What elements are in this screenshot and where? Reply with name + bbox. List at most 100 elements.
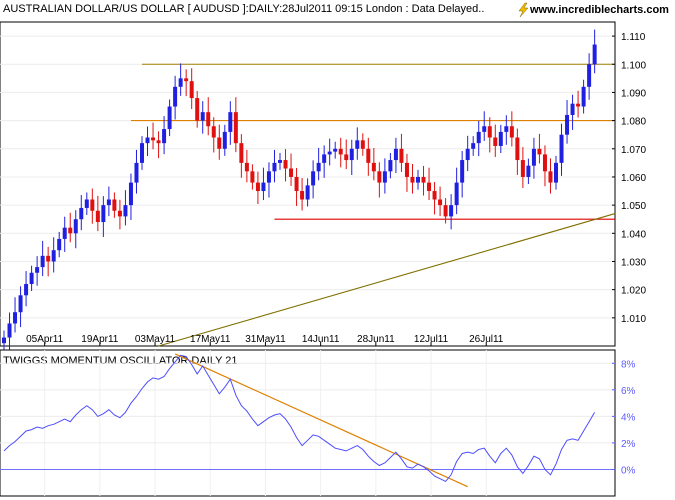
oscillator-tick-label: 2% bbox=[621, 439, 636, 450]
oscillator-tick-label: 8% bbox=[621, 359, 636, 370]
candle bbox=[123, 190, 128, 226]
candle-body bbox=[322, 154, 327, 163]
candle bbox=[101, 196, 106, 237]
candle bbox=[509, 111, 514, 147]
candle bbox=[239, 134, 244, 178]
candle-body bbox=[117, 210, 122, 217]
candle bbox=[559, 123, 564, 176]
candle-body bbox=[482, 126, 487, 132]
candle-body bbox=[338, 148, 343, 155]
candle bbox=[344, 139, 349, 170]
candle-body bbox=[311, 171, 316, 186]
date-axis: 05Apr11 19Apr11 03May11 17May11 31May11 14Jun… bbox=[26, 334, 504, 346]
candle bbox=[476, 120, 481, 157]
candle-body bbox=[266, 171, 271, 183]
candle-body bbox=[460, 160, 465, 183]
candle-body bbox=[382, 171, 387, 183]
rising-trendline bbox=[158, 213, 616, 347]
candle-body bbox=[151, 137, 156, 141]
candle bbox=[95, 195, 100, 232]
brand-link[interactable]: www.incrediblecharts.com bbox=[529, 4, 669, 16]
candle bbox=[460, 151, 465, 198]
candle bbox=[13, 297, 18, 333]
candle-body bbox=[388, 160, 393, 172]
chart-title: AUSTRALIAN DOLLAR/US DOLLAR [ AUDUSD ]:D… bbox=[3, 3, 484, 15]
candle bbox=[200, 101, 205, 134]
candle-body bbox=[498, 131, 503, 146]
candle bbox=[261, 167, 266, 201]
date-tick-label: 19Apr11 bbox=[81, 334, 119, 345]
candle bbox=[62, 216, 67, 252]
candle-body bbox=[40, 255, 45, 268]
candle bbox=[272, 149, 277, 183]
candle bbox=[217, 124, 222, 160]
oscillator-tick-label: 6% bbox=[621, 386, 636, 397]
candle-body bbox=[377, 171, 382, 183]
candle-body bbox=[46, 255, 51, 262]
candle-body bbox=[57, 238, 62, 251]
candle bbox=[404, 153, 409, 192]
oscillator-axis: 0% 2% 4% 6% 8% bbox=[612, 359, 636, 476]
candle-body bbox=[112, 199, 117, 211]
candle bbox=[333, 141, 338, 159]
candle-body bbox=[13, 312, 18, 324]
candle-body bbox=[565, 114, 570, 135]
candle-body bbox=[123, 205, 128, 217]
candle bbox=[327, 138, 332, 166]
candle bbox=[195, 91, 200, 128]
candle-body bbox=[294, 176, 299, 192]
candle bbox=[471, 136, 476, 156]
support-resistance-lines bbox=[130, 63, 615, 220]
candle-body bbox=[526, 165, 531, 177]
candle-body bbox=[509, 126, 514, 138]
candle-body bbox=[349, 148, 354, 161]
candle bbox=[465, 135, 470, 172]
oscillator-series bbox=[3, 354, 596, 483]
candle bbox=[316, 147, 321, 181]
candle bbox=[338, 137, 343, 168]
brand[interactable]: www.incrediblecharts.com bbox=[518, 2, 669, 18]
price-tick-label: 1.100 bbox=[621, 60, 646, 71]
candle-body bbox=[79, 207, 84, 220]
candle bbox=[73, 210, 78, 249]
candle bbox=[289, 153, 294, 186]
candle bbox=[189, 68, 194, 110]
candle-body bbox=[173, 86, 178, 107]
price-tick-label: 1.110 bbox=[621, 32, 646, 43]
candle bbox=[222, 124, 227, 156]
date-tick-label: 03May11 bbox=[135, 334, 176, 345]
candle bbox=[206, 97, 211, 136]
candle-body bbox=[471, 143, 476, 149]
oscillator-line bbox=[3, 354, 596, 483]
candle-body bbox=[333, 148, 338, 152]
candle-body bbox=[18, 295, 23, 313]
candle bbox=[24, 271, 29, 307]
candle bbox=[112, 192, 117, 218]
candle-body bbox=[465, 148, 470, 161]
price-tick-label: 1.010 bbox=[621, 314, 646, 325]
candle-body bbox=[167, 106, 172, 130]
candle bbox=[449, 194, 454, 230]
candle bbox=[283, 149, 288, 182]
candle-body bbox=[587, 64, 592, 87]
candle bbox=[294, 167, 299, 206]
oscillator-panel-frame bbox=[0, 349, 616, 497]
candle-body bbox=[542, 154, 547, 172]
candle-body bbox=[211, 126, 216, 138]
candle-body bbox=[537, 148, 542, 155]
candle bbox=[548, 158, 553, 194]
price-tick-label: 1.090 bbox=[621, 88, 646, 99]
candle bbox=[349, 139, 354, 175]
candle-body bbox=[438, 199, 443, 206]
candle-body bbox=[592, 44, 597, 65]
candle bbox=[438, 186, 443, 217]
candle bbox=[520, 147, 525, 188]
candle-body bbox=[559, 134, 564, 163]
candle bbox=[167, 99, 172, 137]
candle bbox=[432, 182, 437, 215]
date-tick-label: 17May11 bbox=[190, 334, 231, 345]
candle-body bbox=[178, 78, 183, 87]
candle bbox=[162, 116, 167, 155]
price-tick-label: 1.050 bbox=[621, 201, 646, 212]
